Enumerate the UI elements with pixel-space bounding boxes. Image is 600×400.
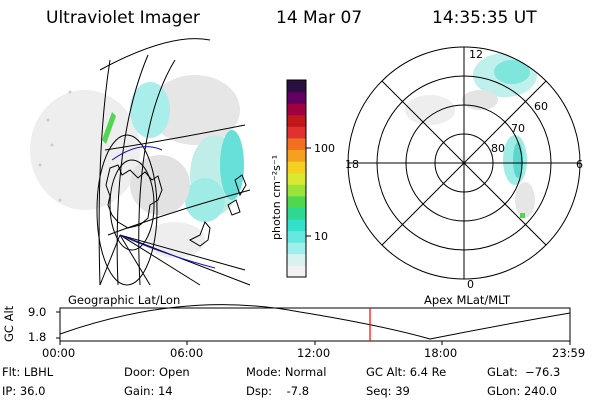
- mode-info: Mode: Normal: [246, 365, 327, 379]
- geographic-caption: Geographic Lat/Lon: [68, 293, 181, 307]
- geographic-emission-map: [30, 75, 244, 258]
- gc-alt-axis-label: GC Alt: [2, 305, 16, 342]
- colorbar-segment: [287, 242, 306, 255]
- mlat-label-70: 70: [511, 122, 525, 135]
- time-tick-1200: 12:00: [297, 346, 331, 360]
- colorbar-segment: [287, 184, 306, 197]
- mlat-label-60: 60: [534, 100, 548, 113]
- mlt-label-dusk: 18: [345, 158, 359, 171]
- colorbar-segment: [287, 207, 306, 220]
- instrument-title: Ultraviolet Imager: [46, 8, 200, 28]
- ip-info: IP: 36.0: [2, 384, 46, 398]
- glat-info: GLat: −76.3: [487, 365, 561, 379]
- altitude-curve: [59, 304, 571, 340]
- colorbar-unit-label: photon cm⁻²s⁻¹: [270, 155, 283, 240]
- colorbar-segment: [287, 230, 306, 243]
- mlat-label-80: 80: [491, 142, 505, 155]
- time-tick-0000: 00:00: [42, 346, 76, 360]
- colorbar-segment: [287, 195, 306, 208]
- observation-time: 14:35:35 UT: [432, 8, 537, 28]
- colorbar-segment: [287, 80, 306, 93]
- time-axis-ticks: [59, 341, 571, 345]
- time-tick-1800: 18:00: [424, 346, 458, 360]
- colorbar-segment: [287, 265, 306, 278]
- colorbar-segment: [287, 219, 306, 232]
- gc-alt-min: 1.8: [28, 330, 47, 344]
- colorbar-segment: [287, 114, 306, 127]
- polar-emission-map: [405, 53, 537, 218]
- mlt-label-dawn: 6: [576, 158, 583, 171]
- colorbar-tick-100: 100: [314, 142, 335, 155]
- observation-date: 14 Mar 07: [276, 8, 363, 28]
- geographic-grid: [96, 38, 251, 286]
- colorbar-segment: [287, 91, 306, 104]
- time-tick-0600: 06:00: [170, 346, 204, 360]
- filter-info: Flt: LBHL: [2, 365, 54, 379]
- colorbar-segment: [287, 172, 306, 185]
- coastlines: [105, 146, 247, 269]
- door-info: Door: Open: [124, 365, 190, 379]
- dsp-info: Dsp: -7.8: [246, 384, 310, 398]
- mlt-label-midnight: 0: [467, 278, 474, 291]
- polar-bright-spot: [520, 213, 525, 218]
- apex-caption: Apex MLat/MLT: [424, 293, 511, 307]
- colorbar-segment: [287, 126, 306, 139]
- colorbar-segment: [287, 149, 306, 162]
- colorbar: [287, 80, 306, 278]
- seq-info: Seq: 39: [366, 384, 410, 398]
- glon-info: GLon: 240.0: [487, 384, 557, 398]
- polar-grid: [347, 46, 581, 280]
- colorbar-tick-10: 10: [314, 230, 328, 243]
- colorbar-segment: [287, 161, 306, 174]
- time-tick-2359: 23:59: [552, 346, 586, 360]
- colorbar-segment: [287, 253, 306, 266]
- colorbar-segment: [287, 137, 306, 151]
- colorbar-segment: [287, 103, 306, 116]
- mlt-label-noon: 12: [469, 48, 483, 61]
- gc-alt-info: GC Alt: 6.4 Re: [366, 365, 447, 379]
- colorbar-frame: [286, 79, 307, 278]
- gain-info: Gain: 14: [124, 384, 173, 398]
- gc-alt-max: 9.0: [28, 305, 47, 319]
